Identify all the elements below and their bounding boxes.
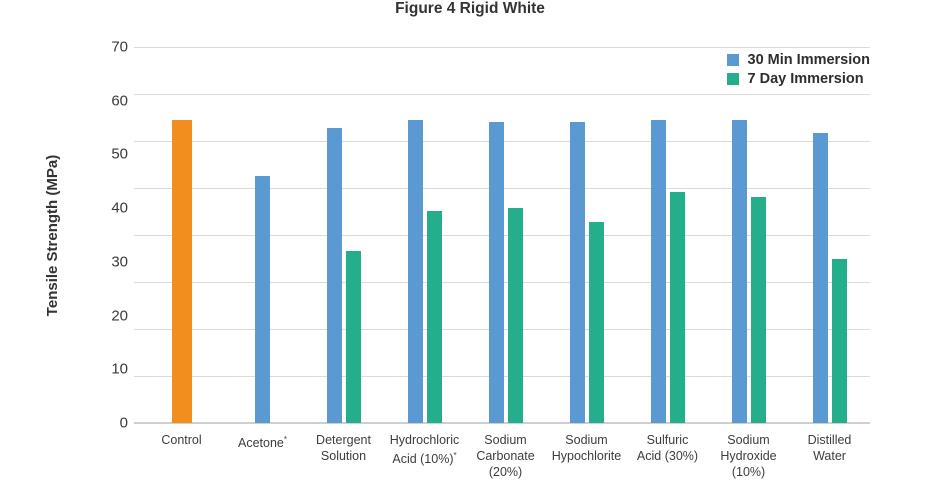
bar-30min: [569, 122, 585, 423]
footnote-asterisk: *: [283, 435, 287, 444]
bar-7day: [750, 197, 766, 423]
bar-7day: [345, 251, 361, 423]
y-axis-title-text: Tensile Strength (MPa): [44, 154, 62, 316]
x-category-label: Sulfuric Acid (30%): [636, 433, 699, 463]
x-category-label: Detergent Solution: [316, 433, 371, 463]
y-tick-label: 60: [111, 92, 128, 110]
bar-7day: [588, 221, 604, 423]
y-tick-label: 70: [111, 38, 128, 56]
bar-30min: [488, 122, 504, 423]
y-tick-label: 30: [111, 253, 128, 271]
legend-item: 30 Min Immersion: [726, 52, 870, 68]
bar-30min: [255, 175, 270, 423]
bar-30min: [812, 132, 828, 423]
x-category-label: Hydrochloric Acid (10%)*: [389, 433, 460, 467]
x-category-label: Sodium Hypochlorite: [551, 433, 622, 463]
legend: 30 Min Immersion 7 Day Immersion: [726, 52, 870, 87]
legend-swatch: [726, 54, 739, 66]
bar-7day: [507, 208, 523, 423]
bar-30min: [326, 127, 342, 423]
x-category-label: Sodium Hydroxide (10%): [720, 433, 777, 479]
legend-label: 30 Min Immersion: [747, 52, 870, 68]
bar-30min: [407, 119, 423, 423]
x-axis-line: [134, 422, 870, 424]
legend-swatch: [726, 73, 739, 85]
chart-title: Figure 4 Rigid White: [395, 0, 545, 17]
x-category-label: Acetone*: [238, 435, 287, 451]
y-tick-label: 10: [111, 360, 128, 378]
bar-30min: [731, 119, 747, 423]
x-category-label: Sodium Carbonate (20%): [476, 433, 535, 479]
y-tick-label: 40: [111, 199, 128, 217]
gridline: [134, 47, 870, 48]
x-category-label: Distilled Water: [807, 433, 852, 463]
y-tick-label: 50: [111, 145, 128, 163]
x-category-label: Control: [161, 433, 202, 447]
bar-7day: [669, 192, 685, 423]
y-tick-label: 20: [111, 307, 128, 325]
bar-control: [171, 119, 192, 423]
bar-7day: [426, 210, 442, 423]
footnote-asterisk: *: [453, 451, 457, 460]
legend-item: 7 Day Immersion: [726, 71, 870, 87]
bar-7day: [831, 259, 847, 423]
plot-area: 30 Min Immersion 7 Day Immersion: [134, 47, 870, 424]
y-tick-label: 0: [119, 414, 128, 432]
bar-30min: [650, 119, 666, 423]
legend-label: 7 Day Immersion: [747, 71, 864, 87]
gridline: [134, 94, 870, 95]
